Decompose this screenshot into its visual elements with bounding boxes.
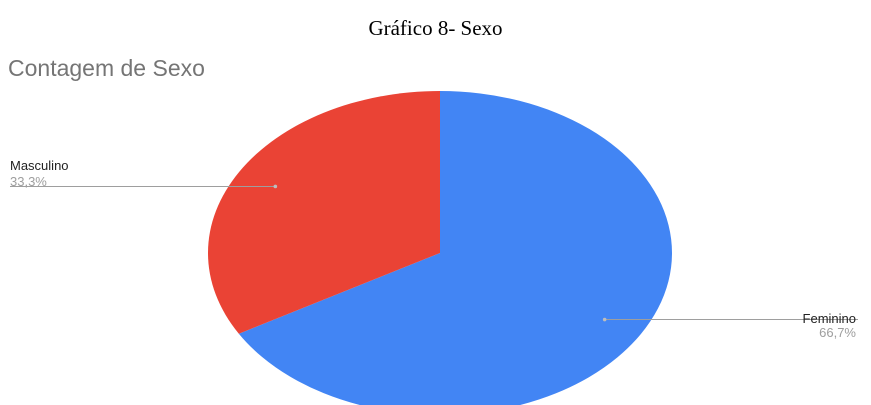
slice-label-masculino: Masculino	[10, 158, 69, 173]
leader-dot-masculino	[273, 184, 278, 189]
pie-slices	[207, 91, 672, 405]
slice-value-feminino: 66,7%	[819, 325, 856, 340]
slice-value-masculino: 33,3%	[10, 174, 47, 189]
pie-slice-masculino	[207, 91, 440, 334]
figure-caption: Gráfico 8- Sexo	[368, 16, 503, 40]
pie-slice-feminino	[238, 91, 672, 405]
leader-dot-feminino	[602, 317, 607, 322]
slice-label-feminino: Feminino	[803, 311, 856, 326]
leader-lines	[10, 184, 858, 322]
chart-title: Contagem de Sexo	[8, 55, 205, 81]
